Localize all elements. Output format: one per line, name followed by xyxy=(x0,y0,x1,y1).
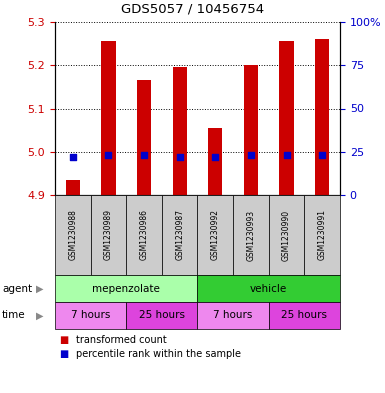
Text: 7 hours: 7 hours xyxy=(71,310,110,321)
Text: percentile rank within the sample: percentile rank within the sample xyxy=(76,349,241,359)
Text: GSM1230988: GSM1230988 xyxy=(68,209,77,261)
Point xyxy=(177,154,183,160)
Text: GSM1230991: GSM1230991 xyxy=(318,209,327,261)
Point xyxy=(319,152,325,158)
Text: ▶: ▶ xyxy=(36,310,44,321)
Text: GSM1230986: GSM1230986 xyxy=(139,209,149,261)
Bar xyxy=(315,39,329,195)
Text: vehicle: vehicle xyxy=(250,283,287,294)
Text: mepenzolate: mepenzolate xyxy=(92,283,160,294)
Text: 25 hours: 25 hours xyxy=(139,310,185,321)
Point xyxy=(70,154,76,160)
Bar xyxy=(280,42,294,195)
Text: GSM1230989: GSM1230989 xyxy=(104,209,113,261)
Text: 7 hours: 7 hours xyxy=(213,310,253,321)
Bar xyxy=(244,65,258,195)
Text: ■: ■ xyxy=(59,335,68,345)
Text: GSM1230990: GSM1230990 xyxy=(282,209,291,261)
Bar xyxy=(172,68,187,195)
Bar xyxy=(137,81,151,195)
Point xyxy=(248,152,254,158)
Text: ▶: ▶ xyxy=(36,283,44,294)
Bar xyxy=(101,42,116,195)
Text: agent: agent xyxy=(2,283,32,294)
Point xyxy=(141,152,147,158)
Text: GSM1230992: GSM1230992 xyxy=(211,209,220,261)
Bar xyxy=(66,180,80,195)
Bar xyxy=(208,128,223,195)
Text: time: time xyxy=(2,310,26,321)
Text: GSM1230987: GSM1230987 xyxy=(175,209,184,261)
Point xyxy=(212,154,218,160)
Text: ■: ■ xyxy=(59,349,68,359)
Text: GSM1230993: GSM1230993 xyxy=(246,209,255,261)
Text: 25 hours: 25 hours xyxy=(281,310,327,321)
Point xyxy=(105,152,112,158)
Text: transformed count: transformed count xyxy=(76,335,167,345)
Text: GDS5057 / 10456754: GDS5057 / 10456754 xyxy=(121,3,264,16)
Point xyxy=(283,152,290,158)
